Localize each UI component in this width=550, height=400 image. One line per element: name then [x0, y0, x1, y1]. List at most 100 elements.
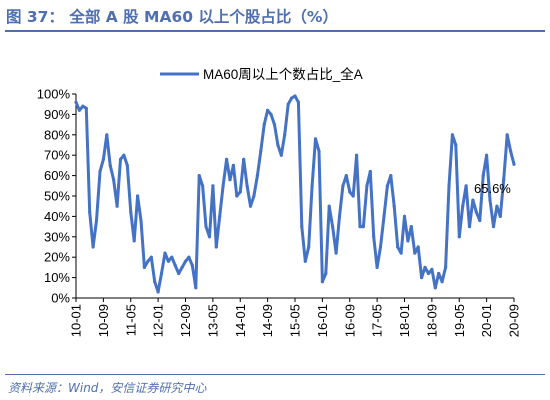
data-point	[402, 214, 407, 218]
data-point	[166, 259, 170, 263]
y-tick-label: 70%	[44, 148, 70, 163]
data-point	[272, 123, 277, 127]
data-point	[170, 255, 174, 259]
data-point	[327, 204, 331, 208]
y-tick-label: 20%	[44, 250, 70, 265]
data-point	[389, 174, 393, 178]
data-point	[207, 235, 212, 239]
data-point	[91, 245, 95, 249]
x-tick-label: 13-05	[205, 304, 220, 337]
data-point	[296, 100, 300, 104]
data-point	[132, 239, 136, 243]
y-tick-label: 30%	[44, 229, 70, 244]
data-point	[118, 157, 123, 161]
data-point	[252, 194, 256, 198]
data-point	[242, 157, 246, 161]
data-point	[433, 286, 437, 290]
data-point	[310, 184, 314, 188]
data-point	[505, 133, 509, 137]
data-point	[416, 245, 420, 249]
x-tick-label: 18-01	[397, 304, 412, 337]
data-point	[238, 190, 242, 194]
chart-legend: MA60周以上个数占比_全A	[160, 66, 363, 82]
data-point	[426, 271, 431, 276]
data-point	[313, 137, 318, 141]
x-tick-label: 12-01	[151, 304, 166, 337]
data-point	[214, 245, 218, 249]
data-point	[372, 235, 376, 239]
data-point	[139, 218, 143, 223]
x-tick-label: 16-01	[315, 304, 330, 337]
data-point	[485, 153, 489, 157]
data-point	[146, 259, 150, 263]
data-point	[303, 259, 307, 263]
data-point	[334, 251, 338, 255]
data-point	[74, 100, 78, 104]
data-point	[112, 178, 116, 182]
data-point	[454, 143, 458, 147]
data-point	[396, 245, 400, 249]
data-point	[88, 210, 92, 214]
data-point	[187, 255, 191, 259]
x-tick-label: 11-05	[123, 304, 138, 336]
data-point	[399, 251, 403, 255]
data-point	[375, 265, 379, 269]
data-point	[136, 194, 140, 198]
line-chart: MA60周以上个数占比_全A 0% 10% 20% 30% 40% 50% 60% 70% 80…	[37, 66, 522, 337]
data-point	[225, 157, 229, 161]
data-point	[81, 104, 85, 108]
data-point	[385, 184, 389, 188]
data-point	[348, 190, 352, 194]
data-point	[368, 169, 372, 174]
x-tick-label: 18-09	[424, 304, 439, 337]
x-tick-label: 10-01	[69, 304, 84, 337]
data-point	[105, 133, 109, 137]
data-point	[409, 225, 413, 229]
source-rule	[5, 374, 545, 375]
data-point	[190, 263, 194, 267]
data-point	[444, 265, 448, 269]
data-point	[231, 163, 235, 167]
data-point	[498, 214, 502, 218]
data-point	[259, 149, 263, 153]
x-tick-label: 16-09	[342, 304, 357, 337]
data-point	[467, 225, 472, 229]
data-point	[331, 225, 335, 229]
data-point	[194, 286, 198, 290]
data-point	[108, 163, 112, 167]
data-point	[163, 251, 167, 255]
data-point	[293, 94, 297, 98]
data-point	[502, 178, 506, 182]
x-tick-label: 10-09	[96, 304, 111, 337]
data-point	[478, 218, 482, 223]
data-point	[361, 225, 365, 229]
data-point	[149, 255, 153, 259]
data-point	[406, 239, 410, 243]
data-point	[320, 280, 324, 284]
series-line	[74, 94, 516, 294]
y-tick-label: 80%	[44, 127, 70, 142]
data-point	[474, 210, 478, 214]
data-point	[125, 163, 129, 167]
data-point	[235, 194, 239, 198]
data-point	[464, 184, 468, 188]
x-tick-label: 12-09	[178, 304, 193, 337]
x-tick-label: 14-09	[260, 304, 275, 337]
data-point	[211, 184, 215, 188]
source-note: 资料来源：Wind，安信证券研究中心	[8, 381, 207, 395]
x-tick-label: 17-05	[370, 304, 385, 337]
data-point	[307, 245, 311, 249]
data-point	[115, 204, 119, 208]
data-point	[173, 263, 177, 267]
data-point	[122, 153, 126, 157]
y-tick-label: 50%	[44, 189, 70, 204]
data-point	[77, 108, 81, 112]
data-point	[378, 245, 383, 249]
data-point	[228, 178, 232, 182]
data-point	[156, 290, 160, 294]
data-point	[300, 225, 304, 229]
data-point	[269, 112, 273, 116]
data-point	[218, 214, 222, 218]
y-tick-label: 40%	[44, 209, 70, 224]
data-point	[317, 149, 321, 153]
